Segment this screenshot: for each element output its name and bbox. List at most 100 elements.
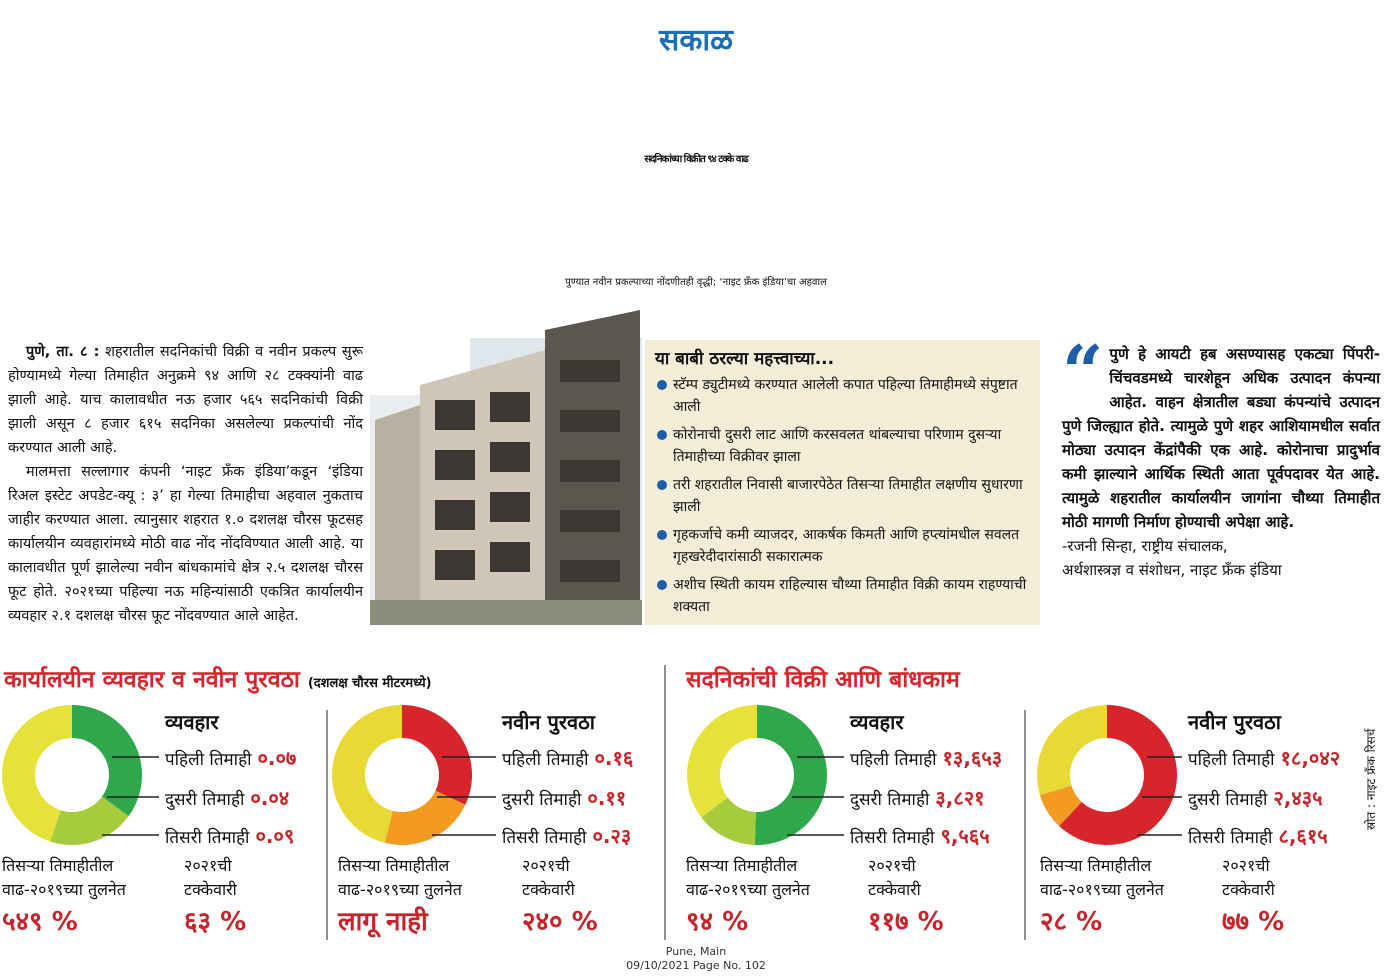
donut-segment bbox=[687, 705, 757, 818]
summary: २०२१ची टक्केवारी २४० % bbox=[522, 854, 598, 942]
summary-label: वाढ-२०१९च्या तुलनेत bbox=[2, 880, 126, 899]
legend-row: दुसरी तिमाही ०.०४ bbox=[165, 784, 289, 811]
summary-label: टक्केवारी bbox=[868, 880, 921, 899]
footer: Pune, Main 09/10/2021 Page No. 102 bbox=[0, 945, 1392, 973]
value-label: ०.०७ bbox=[257, 746, 297, 770]
highlight-item: तरी शहरातील निवासी बाजारपेठेत तिसऱ्या ति… bbox=[655, 474, 1030, 518]
column-rules bbox=[326, 665, 1026, 940]
summary: २०२१ची टक्केवारी ११७ % bbox=[868, 854, 944, 942]
legend-label: तिसरी तिमाही bbox=[165, 828, 250, 848]
quote-mark: “ bbox=[1062, 329, 1104, 414]
legend-row: पहिली तिमाही ०.०७ bbox=[165, 744, 296, 771]
summary: २०२१ची टक्केवारी ७७ % bbox=[1222, 854, 1284, 942]
legend-label: पहिली तिमाही bbox=[165, 750, 252, 770]
legend-label: दुसरी तिमाही bbox=[1188, 790, 1268, 810]
summary-label: वाढ-२०१९च्या तुलनेत bbox=[1040, 880, 1164, 899]
legend-row: तिसरी तिमाही ०.२३ bbox=[502, 822, 631, 849]
donut-segment bbox=[1059, 705, 1177, 846]
donut-segment bbox=[50, 796, 129, 846]
chart-title: व्यवहार bbox=[165, 710, 219, 734]
article: पुणे, ता. ८ : शहरातील सदनिकांची विक्री व… bbox=[8, 340, 363, 628]
donut-segment bbox=[72, 705, 143, 817]
donut-segment bbox=[1, 705, 73, 842]
legend-label: दुसरी तिमाही bbox=[502, 790, 582, 810]
summary-label: तिसऱ्या तिमाहीतील bbox=[686, 856, 798, 875]
value-label: ०.२३ bbox=[592, 824, 632, 848]
section-title: कार्यालयीन व्यवहार व नवीन पुरवठा (दशलक्ष … bbox=[4, 662, 432, 694]
summary-label: टक्केवारी bbox=[522, 880, 575, 899]
highlight-item: स्टॅम्प ड्युटीमध्ये करण्यात आलेली कपात प… bbox=[655, 374, 1030, 418]
value-label: १८,०४२ bbox=[1280, 746, 1341, 770]
chart-title: नवीन पुरवठा bbox=[1188, 710, 1281, 734]
highlight-item: अशीच स्थिती कायम राहिल्यास चौथ्या तिमाही… bbox=[655, 574, 1030, 618]
legend-label: दुसरी तिमाही bbox=[165, 790, 245, 810]
legend-label: पहिली तिमाही bbox=[502, 750, 589, 770]
legend-row: तिसरी तिमाही ८,६१५ bbox=[1188, 822, 1328, 849]
value-label: २,४३५ bbox=[1273, 786, 1323, 810]
value-label: ०.११ bbox=[587, 786, 627, 810]
section-unit: (दशलक्ष चौरस मीटरमध्ये) bbox=[307, 676, 432, 691]
paragraph-text: शहरातील सदनिकांची विक्री व नवीन प्रकल्प … bbox=[8, 344, 363, 456]
summary-label: वाढ-२०१९च्या तुलनेत bbox=[686, 880, 810, 899]
value-label: ३,८२१ bbox=[935, 786, 985, 810]
value-label: ८,६१५ bbox=[1278, 824, 1328, 848]
value-label: ०.०९ bbox=[255, 824, 295, 848]
dateline: पुणे, ता. ८ : bbox=[26, 344, 100, 360]
quote: “ पुणे हे आयटी हब असण्यासह एकट्या पिंपरी… bbox=[1062, 329, 1380, 582]
masthead: सकाळ bbox=[659, 23, 733, 58]
paragraph: मालमत्ता सल्लागार कंपनी ‘नाइट फ्रँक इंडि… bbox=[8, 464, 363, 624]
legend-row: दुसरी तिमाही ०.११ bbox=[502, 784, 626, 811]
legend-label: दुसरी तिमाही bbox=[850, 790, 930, 810]
donut-segment bbox=[384, 790, 466, 845]
summary-value: ११७ % bbox=[868, 907, 944, 937]
summary-label: तिसऱ्या तिमाहीतील bbox=[1040, 856, 1152, 875]
attribution: -रजनी सिन्हा, राष्ट्रीय संचालक, bbox=[1062, 537, 1228, 555]
legend-row: दुसरी तिमाही २,४३५ bbox=[1188, 784, 1323, 811]
highlight-item: कोरोनाची दुसरी लाट आणि करसवलत थांबल्याचा… bbox=[655, 424, 1030, 468]
legend-label: पहिली तिमाही bbox=[850, 750, 937, 770]
legend-row: पहिली तिमाही १८,०४२ bbox=[1188, 744, 1340, 771]
legend-row: तिसरी तिमाही ९,५६५ bbox=[850, 822, 990, 849]
value-label: १३,६५३ bbox=[942, 746, 1003, 770]
summary: तिसऱ्या तिमाहीतील वाढ-२०१९च्या तुलनेत ९४ % bbox=[686, 854, 810, 942]
highlights-title: या बाबी ठरल्या महत्त्वाच्या... bbox=[655, 349, 835, 369]
summary-label: तिसऱ्या तिमाहीतील bbox=[338, 856, 450, 875]
summary-value: २४० % bbox=[522, 907, 598, 937]
summary-label: टक्केवारी bbox=[184, 880, 237, 899]
donut-segment bbox=[1039, 785, 1082, 826]
summary-label: २०२१ची bbox=[1222, 856, 1270, 875]
summary: तिसऱ्या तिमाहीतील वाढ-२०१९च्या तुलनेत ५४९ … bbox=[2, 854, 126, 942]
highlights-box: या बाबी ठरल्या महत्त्वाच्या... स्टॅम्प ड… bbox=[645, 340, 1040, 625]
legend-row: पहिली तिमाही १३,६५३ bbox=[850, 744, 1002, 771]
donut-segment bbox=[402, 704, 473, 805]
section-title: सदनिकांची विक्री आणि बांधकाम bbox=[686, 667, 960, 693]
summary-label: २०२१ची bbox=[868, 856, 916, 875]
highlight-item: गृहकर्जाचे कमी व्याजदर, आकर्षक किमती आणि… bbox=[655, 524, 1030, 568]
summary-value: लागू नाही bbox=[338, 907, 428, 937]
attribution: अर्थशास्त्रज्ञ व संशोधन, नाइट फ्रँक इंडि… bbox=[1062, 561, 1282, 579]
legend-row: पहिली तिमाही ०.१६ bbox=[502, 744, 633, 771]
value-label: ०.०४ bbox=[250, 786, 290, 810]
building-photo bbox=[370, 310, 642, 625]
subheadline: पुण्यात नवीन प्रकल्पाच्या नोंदणीतही वृद्… bbox=[565, 277, 827, 288]
summary-value: ७७ % bbox=[1222, 907, 1285, 937]
donut-segment bbox=[754, 705, 827, 845]
headline: सदनिकांच्या विक्रीत ९४ टक्के वाढ bbox=[644, 154, 748, 165]
value-label: ९,५६५ bbox=[940, 824, 990, 848]
donut-segment bbox=[1036, 705, 1107, 796]
summary: तिसऱ्या तिमाहीतील वाढ-२०१९च्या तुलनेत लागू… bbox=[338, 854, 462, 942]
summary-label: २०२१ची bbox=[522, 856, 570, 875]
footer-line: 09/10/2021 Page No. 102 bbox=[626, 959, 766, 972]
section-heading: कार्यालयीन व्यवहार व नवीन पुरवठा bbox=[4, 667, 300, 693]
summary: तिसऱ्या तिमाहीतील वाढ-२०१९च्या तुलनेत २८ % bbox=[1040, 854, 1164, 942]
source: स्रोत : नाइट फ्रँक रिसर्च bbox=[1364, 728, 1378, 830]
legend-row: तिसरी तिमाही ०.०९ bbox=[165, 822, 294, 849]
summary-value: २८ % bbox=[1040, 907, 1103, 937]
summary-value: ५४९ % bbox=[2, 907, 78, 937]
donut-segment bbox=[331, 705, 402, 843]
donut-segment bbox=[701, 797, 756, 845]
summary-label: तिसऱ्या तिमाहीतील bbox=[2, 856, 114, 875]
summary-label: वाढ-२०१९च्या तुलनेत bbox=[338, 880, 462, 899]
